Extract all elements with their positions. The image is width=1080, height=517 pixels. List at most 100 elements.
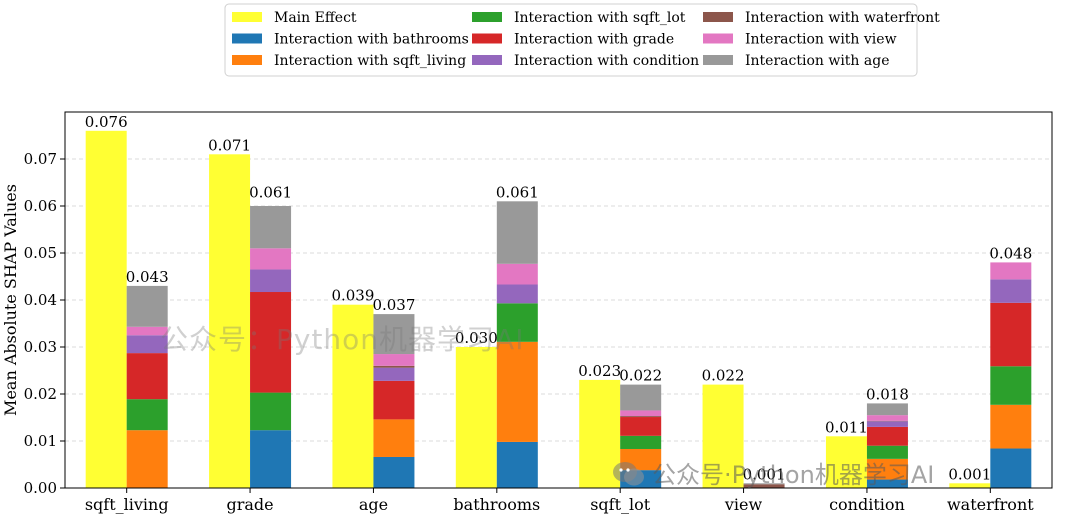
legend-swatch	[232, 12, 262, 22]
watermark-bottom-text: 公众号·Python机器学习AI	[652, 461, 935, 489]
interaction-segment	[866, 479, 908, 488]
interaction-segment	[866, 426, 908, 446]
interaction-segment	[373, 365, 415, 368]
x-tick-label: waterfront	[947, 495, 1034, 514]
interaction-segment	[373, 314, 415, 355]
watermark-bottom: 公众号·Python机器学习AI	[612, 455, 934, 490]
interaction-total-label: 0.061	[496, 183, 539, 201]
interaction-segment	[866, 458, 908, 480]
plot-frame	[64, 111, 1053, 489]
y-tick-label: 0.02	[24, 385, 57, 403]
interaction-segment	[620, 384, 662, 411]
interaction-segment	[373, 456, 415, 488]
y-tick-label: 0.01	[24, 432, 57, 450]
x-tick-label: sqft_living	[85, 495, 169, 514]
main-effect-label: 0.022	[702, 367, 745, 385]
legend-label: Interaction with waterfront	[745, 10, 940, 26]
main-effect-label: 0.030	[455, 329, 498, 347]
axes: 0.00 0.01 0.02 0.03 0.04 0.05 0.06 0.07 sqft_liv…	[1, 111, 1053, 514]
main-effect-label: 0.011	[825, 418, 868, 436]
y-tick-label: 0.04	[24, 291, 57, 309]
legend-label: Interaction with grade	[514, 32, 674, 48]
interaction-total-label: 0.037	[372, 296, 415, 314]
legend-label: Interaction with condition	[514, 53, 699, 69]
interaction-segment	[126, 335, 168, 354]
y-tick-label: 0.06	[24, 197, 57, 215]
legend-swatch	[472, 55, 502, 65]
bars	[85, 130, 1032, 489]
interaction-segment	[250, 430, 292, 488]
legend-label: Interaction with sqft_lot	[514, 10, 686, 26]
main-effect-bar	[949, 483, 991, 488]
interaction-segment	[990, 366, 1032, 405]
x-tick-label: grade	[226, 495, 273, 514]
legend-swatch	[232, 33, 262, 44]
interaction-segment	[250, 292, 292, 393]
interaction-total-label: 0.043	[126, 268, 169, 286]
legend-label: Interaction with age	[745, 53, 889, 69]
interaction-segment	[126, 430, 168, 488]
y-tick-label: 0.03	[24, 338, 57, 356]
interaction-segment	[250, 269, 292, 293]
interaction-segment	[496, 441, 538, 488]
interaction-segment	[743, 484, 785, 488]
interaction-segment	[250, 206, 292, 249]
interaction-total-label: 0.061	[249, 183, 292, 201]
interaction-segment	[250, 392, 292, 431]
legend-label: Interaction with view	[745, 32, 897, 48]
interaction-segment	[373, 367, 415, 381]
interaction-segment	[990, 302, 1032, 367]
legend-label: Main Effect	[274, 10, 357, 26]
main-effect-bar	[455, 347, 497, 488]
main-effect-bar	[85, 130, 127, 489]
interaction-segment	[496, 284, 538, 304]
interaction-segment	[620, 435, 662, 449]
legend-box	[224, 3, 918, 77]
y-tick-label: 0.00	[24, 479, 57, 497]
interaction-segment	[866, 415, 908, 421]
interaction-segment	[250, 248, 292, 270]
interaction-segment	[496, 201, 538, 264]
interaction-segment	[620, 410, 662, 417]
main-effect-bar	[209, 154, 251, 489]
legend-swatch	[703, 55, 733, 65]
main-effect-bar	[332, 304, 374, 488]
interaction-segment	[496, 303, 538, 342]
interaction-segment	[990, 262, 1032, 280]
interaction-segment	[126, 285, 168, 327]
interaction-segment	[620, 416, 662, 418]
interaction-segment	[126, 326, 168, 336]
main-effect-bar	[825, 436, 867, 488]
interaction-segment	[990, 448, 1032, 488]
interaction-segment	[373, 380, 415, 420]
main-effect-label: 0.001	[948, 465, 991, 483]
x-tick-label: sqft_lot	[590, 495, 651, 514]
x-tick-label: view	[724, 495, 763, 514]
interaction-segment	[990, 279, 1032, 303]
main-effect-label: 0.071	[208, 136, 251, 154]
y-axis-label: Mean Absolute SHAP Values	[1, 184, 20, 416]
main-effect-bar	[702, 384, 744, 488]
legend-label: Interaction with sqft_living	[274, 53, 466, 69]
y-tick-label: 0.07	[24, 150, 57, 168]
interaction-segment	[496, 341, 538, 442]
x-tick-label: bathrooms	[453, 495, 540, 514]
interaction-segment	[126, 353, 168, 400]
interaction-segment	[126, 399, 168, 431]
main-effect-label: 0.039	[331, 287, 374, 305]
y-tick-label: 0.05	[24, 244, 57, 262]
interaction-segment	[496, 263, 538, 285]
watermark-center: 公众号：Python机器学习AI	[160, 323, 525, 356]
interaction-total-label: 0.018	[866, 385, 909, 403]
main-effect-label: 0.023	[578, 362, 621, 380]
interaction-segment	[373, 354, 415, 366]
interaction-segment	[743, 483, 785, 485]
interaction-segment	[990, 404, 1032, 449]
interaction-segment	[866, 445, 908, 459]
legend: Main Effect Interaction with bathrooms Int…	[224, 3, 940, 77]
interaction-total-label: 0.048	[989, 244, 1032, 262]
legend-swatch	[232, 55, 262, 65]
legend-swatch	[472, 33, 502, 44]
